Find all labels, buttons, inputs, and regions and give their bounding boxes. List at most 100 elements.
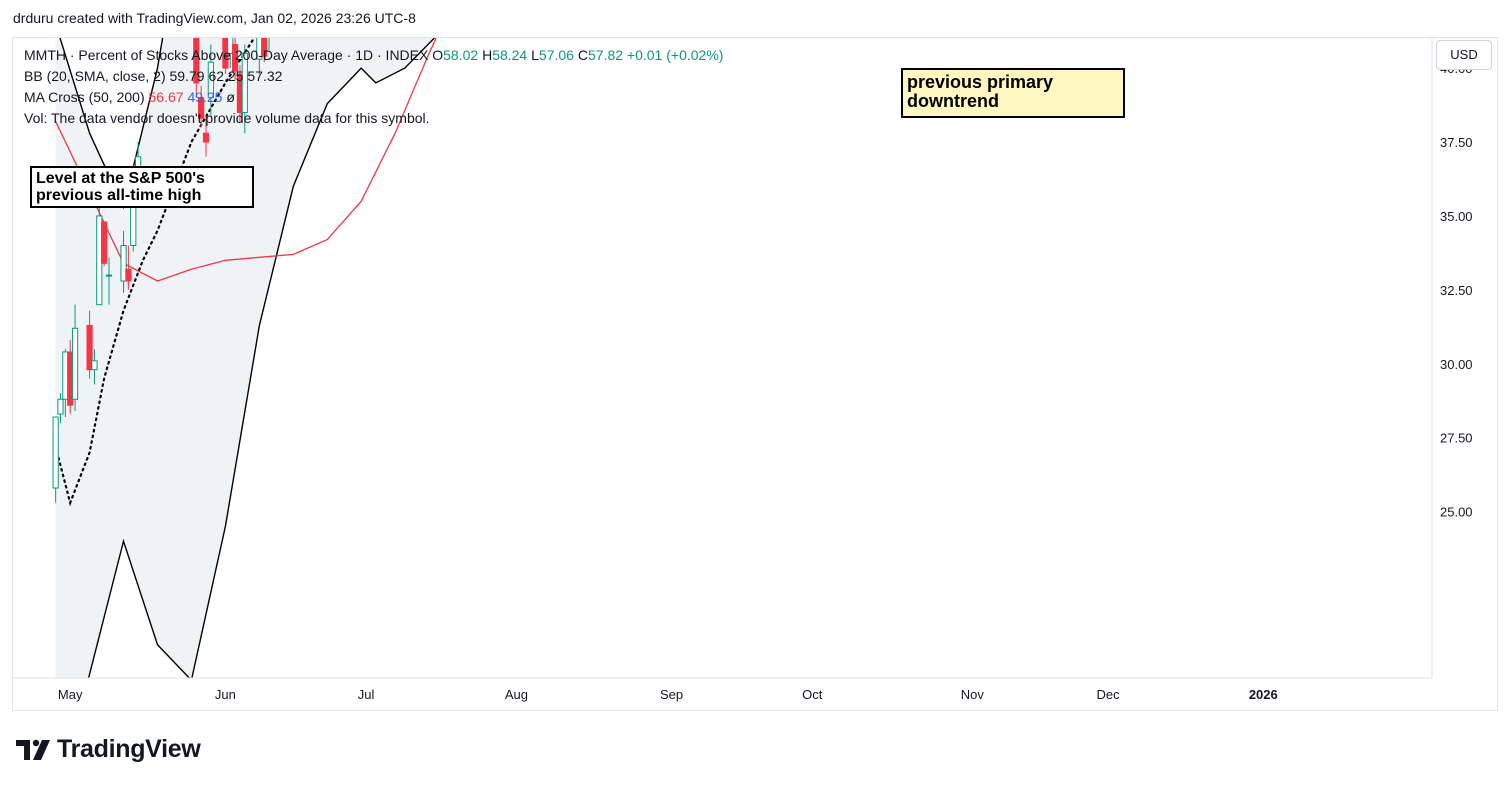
candle-body	[222, 38, 229, 69]
candle	[57, 393, 64, 423]
candle	[334, 0, 339, 12]
candle	[339, 0, 344, 6]
candle-body	[266, 0, 271, 33]
candle	[105, 257, 113, 305]
moving-averages	[55, 38, 437, 282]
close-value: 57.82	[587, 47, 624, 63]
candle-body	[256, 38, 263, 60]
candle	[241, 44, 248, 134]
chart-credit: drduru created with TradingView.com, Jan…	[13, 10, 416, 26]
y-tick-label: 30.00	[1440, 357, 1473, 372]
y-tick-label: 42.50	[1440, 0, 1473, 2]
x-tick-label: May	[58, 687, 83, 702]
y-tick-label: 25.00	[1440, 505, 1473, 520]
tradingview-logo[interactable]: TradingView	[15, 734, 201, 764]
annotation-primary-line1: previous primary	[907, 72, 1054, 92]
candle-body	[202, 132, 210, 143]
candle	[155, 0, 160, 9]
candle	[101, 221, 108, 267]
high-value: 58.24	[492, 47, 528, 63]
y-tick-label: 32.50	[1440, 283, 1473, 298]
candle	[325, 0, 330, 21]
ma-empty-value: ø	[226, 89, 235, 105]
candle-body	[325, 0, 330, 15]
candle-body	[125, 268, 132, 282]
annotation-primary-line2: downtrend	[907, 91, 999, 111]
high-label: H	[482, 47, 493, 63]
candle-body	[310, 0, 315, 9]
candle	[207, 44, 214, 116]
candle-body	[101, 221, 108, 264]
legend-ma-row[interactable]: MA Cross (50, 200) 56.67 49.25 ø	[24, 87, 723, 108]
annotation-sp500-level: Level at the S&P 500's previous all-time…	[30, 166, 254, 208]
candle-body	[207, 61, 214, 99]
candle	[202, 115, 210, 157]
candle-body	[91, 360, 98, 371]
y-tick-label: 37.50	[1440, 135, 1473, 150]
candle	[344, 0, 349, 12]
candle-body	[160, 0, 165, 15]
bb-basis-value: 59.79	[169, 68, 205, 84]
x-tick-label: Sep	[660, 687, 683, 702]
x-tick-label: Aug	[505, 687, 528, 702]
candle	[198, 85, 205, 128]
candle-body	[241, 52, 248, 113]
annotation-level-line1: Level at the S&P 500's	[36, 170, 205, 187]
candle-body	[165, 0, 170, 21]
x-tick-label: Oct	[802, 687, 823, 702]
ma-slow-value: 49.25	[187, 89, 223, 105]
candle-body	[120, 245, 127, 282]
candle-body	[339, 0, 344, 3]
candle	[222, 38, 229, 75]
open-value: 58.02	[443, 47, 479, 63]
legend-vol-row: Vol: The data vendor doesn't provide vol…	[24, 108, 723, 129]
candle-body	[334, 0, 339, 6]
axes: 25.0027.5030.0032.5035.0037.5040.0042.50…	[13, 0, 1473, 702]
candle-body	[227, 38, 234, 54]
candle	[120, 230, 127, 293]
candle-body	[232, 43, 239, 72]
candle-body	[105, 274, 113, 277]
candle-body	[71, 327, 79, 400]
candle-body	[57, 398, 64, 415]
candle	[165, 0, 170, 27]
candles	[52, 0, 349, 503]
chart-frame	[12, 37, 1498, 711]
candle-body	[198, 97, 205, 119]
candle	[261, 38, 268, 63]
legend-symbol-row: MMTH · Percent of Stocks Above 200-Day A…	[24, 45, 723, 66]
annotation-primary-downtrend: previous primary downtrend	[901, 68, 1125, 118]
candle	[52, 416, 59, 503]
close-label: C	[577, 47, 588, 63]
x-tick-label: Jul	[358, 687, 375, 702]
ma-fast-value: 56.67	[148, 89, 184, 105]
candle	[232, 38, 239, 80]
bb-upper-value: 62.25	[208, 68, 244, 84]
x-tick-label: Dec	[1097, 687, 1121, 702]
low-label: L	[531, 47, 539, 63]
tradingview-logo-icon	[16, 739, 50, 760]
candle	[125, 245, 132, 290]
annotation-level-line2: previous all-time high	[36, 187, 202, 204]
candle	[193, 38, 200, 98]
x-tick-label: Nov	[961, 687, 985, 702]
volume-note: Vol: The data vendor doesn't provide vol…	[24, 110, 430, 126]
currency-button[interactable]: USD	[1436, 40, 1492, 70]
candle	[160, 0, 165, 21]
open-label: O	[432, 47, 444, 63]
symbol-title[interactable]: MMTH · Percent of Stocks Above 200-Day A…	[24, 47, 429, 63]
candle	[227, 38, 234, 69]
ma-label: MA Cross (50, 200)	[24, 89, 145, 105]
x-tick-label: Jun	[215, 687, 236, 702]
y-tick-label: 35.00	[1440, 209, 1473, 224]
bb-label: BB (20, SMA, close, 2)	[24, 68, 166, 84]
bb-lower-line	[87, 38, 435, 678]
bb-lower-value: 57.32	[247, 68, 283, 84]
candle	[71, 304, 79, 412]
chart-legend: MMTH · Percent of Stocks Above 200-Day A…	[24, 45, 723, 129]
candle	[310, 0, 315, 18]
y-tick-label: 27.50	[1440, 431, 1473, 446]
tradingview-wordmark: TradingView	[57, 734, 201, 763]
change-value: +0.01 (+0.02%)	[626, 47, 724, 63]
legend-bb-row[interactable]: BB (20, SMA, close, 2) 59.79 62.25 57.32	[24, 66, 723, 87]
